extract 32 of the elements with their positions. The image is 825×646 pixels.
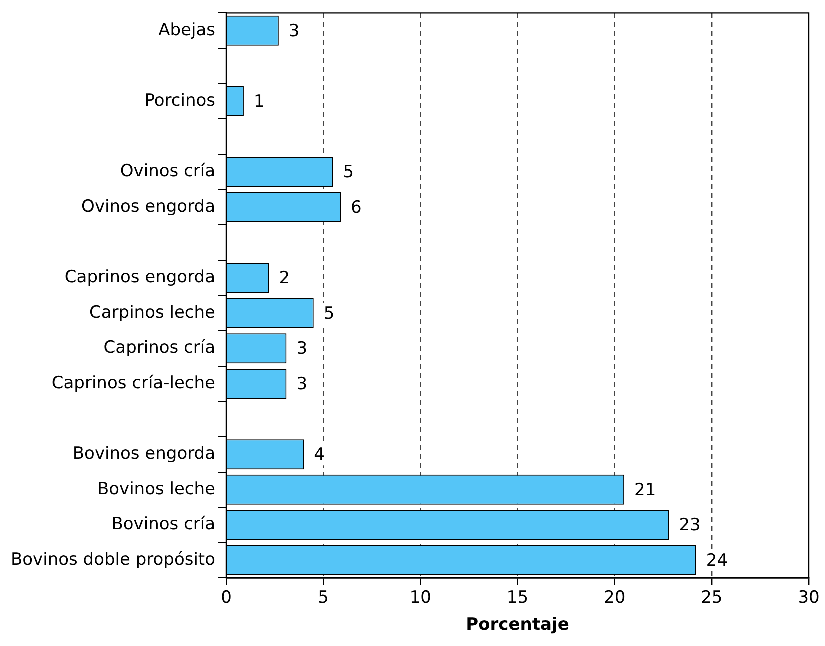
y-tick-label: Caprinos engorda (64, 267, 216, 288)
x-tick-label: 30 (798, 588, 820, 608)
y-tick-label: Ovinos cría (120, 162, 216, 182)
data-label: 3 (288, 21, 300, 42)
y-tick-label: Caprinos cría (104, 338, 216, 358)
x-tick-label: 20 (604, 588, 626, 608)
data-label: 1 (254, 92, 265, 112)
y-tick-label: Bovinos engorda (72, 444, 216, 464)
x-tick-label: 25 (701, 588, 723, 608)
data-label: 5 (343, 162, 354, 183)
data-label: 6 (351, 198, 362, 218)
y-tick-label: Ovinos engorda (82, 196, 216, 217)
y-tick-label: Abejas (158, 20, 216, 40)
y-tick-label: Caprinos cría-leche (52, 373, 216, 394)
y-tick-label: Bovinos doble propósito (11, 550, 216, 570)
data-label: 3 (296, 374, 308, 394)
data-label: 23 (679, 516, 701, 536)
data-label: 2 (279, 268, 290, 288)
data-label: 5 (324, 304, 335, 324)
y-tick-label: Bovinos leche (97, 479, 216, 500)
x-axis-title: Porcentaje (466, 615, 570, 636)
x-tick-label: 0 (221, 588, 232, 608)
x-tick-label: 10 (410, 588, 432, 608)
y-tick-label: Porcinos (144, 90, 216, 111)
data-label: 3 (296, 339, 308, 360)
data-label: 24 (706, 550, 728, 571)
data-label: 4 (314, 445, 325, 466)
y-tick-label: Bovinos cría (112, 514, 216, 535)
x-tick-label: 5 (318, 588, 329, 608)
data-label: 21 (634, 480, 656, 500)
x-tick-label: 15 (506, 588, 529, 608)
y-tick-label: Carpinos leche (90, 302, 216, 323)
